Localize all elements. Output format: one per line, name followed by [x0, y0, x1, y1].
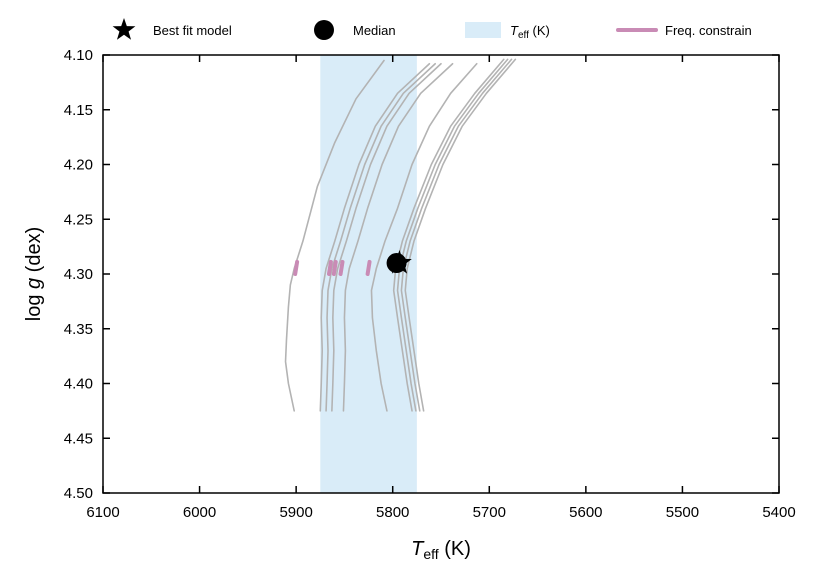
x-tick-label: 5500 — [666, 504, 699, 521]
y-axis-title: log g (dex) — [23, 227, 45, 322]
x-tick-label: 5800 — [376, 504, 409, 521]
track-line-9 — [400, 58, 513, 412]
freq-segment-4 — [338, 259, 345, 276]
y-tick-label: 4.20 — [64, 157, 93, 174]
freq-segment-3 — [331, 259, 338, 276]
y-tick-label: 4.35 — [64, 321, 93, 338]
track-line-10 — [404, 58, 517, 412]
track-line-5 — [342, 62, 454, 412]
y-tick-label: 4.45 — [64, 430, 93, 447]
y-tick-label: 4.25 — [64, 211, 93, 228]
legend-median-circle-icon — [314, 20, 334, 40]
freq-segment-1 — [293, 259, 300, 276]
track-line-1 — [284, 59, 385, 412]
x-tick-label: 5700 — [473, 504, 506, 521]
x-tick-label: 6100 — [86, 504, 119, 521]
legend-best-fit-star-icon — [112, 18, 136, 40]
x-tick-label: 6000 — [183, 504, 216, 521]
y-tick-label: 4.10 — [64, 47, 93, 64]
best-fit-star — [387, 250, 412, 274]
plot-frame — [102, 54, 780, 494]
y-tick-label: 4.30 — [64, 266, 93, 283]
legend-teff-label: Teff (K) — [510, 23, 550, 41]
y-tick-label: 4.40 — [64, 376, 93, 393]
freq-segment-5 — [365, 259, 372, 276]
track-line-8 — [396, 58, 509, 412]
legend-freq-label: Freq. constrain — [665, 23, 752, 38]
legend-best-fit-label: Best fit model — [153, 23, 232, 38]
x-tick-labels: 6100 6000 5900 5800 5700 5600 5500 5400 — [86, 504, 795, 521]
legend-teff-band-icon — [465, 22, 501, 38]
track-line-6 — [370, 62, 478, 412]
y-tick-label: 4.50 — [64, 485, 93, 502]
track-line-3 — [325, 62, 437, 412]
track-line-2 — [319, 62, 431, 412]
y-tick-label: 4.15 — [64, 102, 93, 119]
freq-segment-2 — [326, 259, 333, 276]
x-tick-label: 5400 — [762, 504, 795, 521]
legend-median-label: Median — [353, 23, 396, 38]
axis-ticks — [102, 54, 780, 494]
x-tick-label: 5600 — [569, 504, 602, 521]
plot-area — [284, 55, 517, 493]
x-tick-label: 5900 — [279, 504, 312, 521]
tracks — [284, 58, 517, 412]
x-axis-title: Teff (K) — [411, 538, 471, 562]
freq-constrain-segments — [293, 259, 372, 276]
legend: Best fit model Median Teff (K) Freq. con… — [112, 18, 752, 41]
y-tick-labels: 4.10 4.15 4.20 4.25 4.30 4.35 4.40 4.45 4.50 — [64, 47, 93, 502]
track-line-4 — [331, 62, 442, 412]
